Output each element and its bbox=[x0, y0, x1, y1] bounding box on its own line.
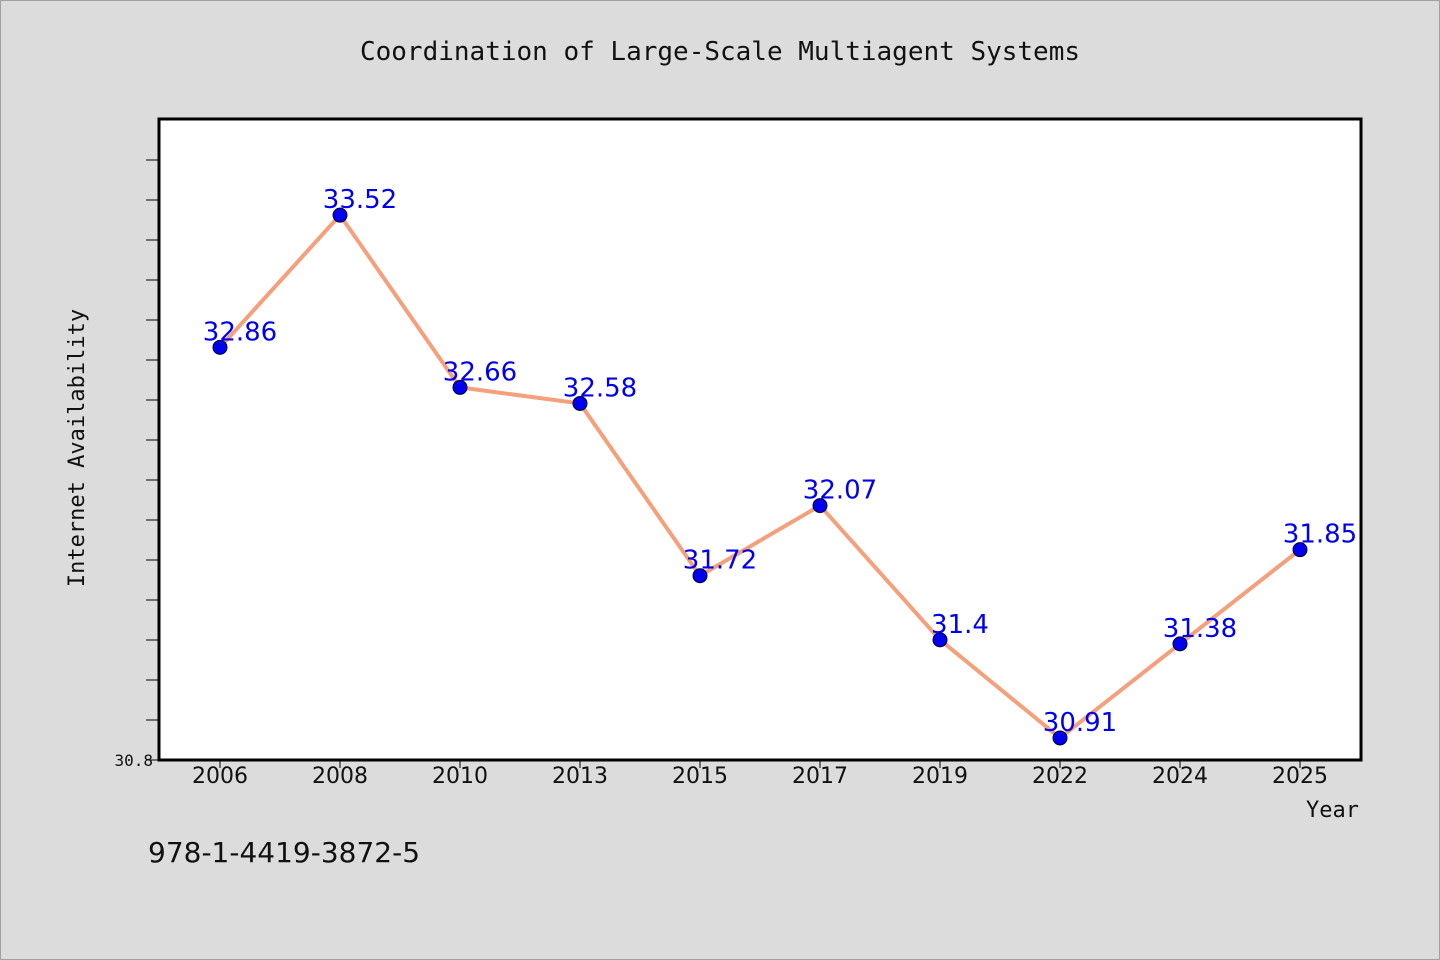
x-tick-label: 2006 bbox=[192, 764, 248, 789]
x-axis-title: Year bbox=[1306, 798, 1359, 823]
plot-area bbox=[157, 117, 1363, 762]
data-label: 31.38 bbox=[1163, 614, 1237, 644]
x-tick-label: 2010 bbox=[432, 764, 488, 789]
data-point bbox=[452, 379, 468, 395]
x-tick-label: 2008 bbox=[312, 764, 368, 789]
x-tick-label: 2022 bbox=[1032, 764, 1088, 789]
x-tick-label: 2015 bbox=[672, 764, 728, 789]
x-tick-label: 2025 bbox=[1272, 764, 1328, 789]
data-point bbox=[212, 339, 228, 355]
x-tick-label: 2017 bbox=[792, 764, 848, 789]
data-label: 32.58 bbox=[563, 373, 637, 403]
data-point bbox=[572, 395, 588, 411]
data-point bbox=[1172, 636, 1188, 652]
x-tick-label: 2019 bbox=[912, 764, 968, 789]
data-point bbox=[1052, 730, 1068, 746]
data-label: 30.91 bbox=[1043, 708, 1117, 738]
y-tick-label: 30.8 bbox=[114, 751, 153, 770]
data-label: 31.85 bbox=[1283, 520, 1357, 550]
x-tick-label: 2013 bbox=[552, 764, 608, 789]
data-point bbox=[1292, 542, 1308, 558]
chart-title: Coordination of Large-Scale Multiagent S… bbox=[360, 37, 1080, 67]
x-tick-label: 2024 bbox=[1152, 764, 1208, 789]
data-label-layer: 32.86 33.52 32.66 32.58 31.72 32.07 31.4 30.91 3… bbox=[203, 185, 1357, 738]
y-axis-title: Internet Availability bbox=[65, 309, 90, 587]
data-point bbox=[932, 632, 948, 648]
data-point bbox=[332, 207, 348, 223]
data-label: 31.4 bbox=[931, 610, 989, 640]
series-layer bbox=[212, 207, 1308, 746]
y-axis-ticks bbox=[146, 159, 159, 761]
data-label: 32.07 bbox=[803, 476, 877, 506]
data-label: 32.86 bbox=[203, 317, 277, 347]
data-label: 33.52 bbox=[323, 185, 397, 215]
x-axis-ticks: 2006 2008 2010 2013 2015 2017 2019 2022 2024 2025 bbox=[192, 760, 1328, 789]
isbn-footer: 978-1-4419-3872-5 bbox=[148, 836, 420, 869]
data-label: 32.66 bbox=[443, 357, 517, 387]
data-point bbox=[812, 498, 828, 514]
data-point bbox=[692, 568, 708, 584]
data-label: 31.72 bbox=[683, 546, 757, 576]
series-line bbox=[218, 213, 1302, 740]
